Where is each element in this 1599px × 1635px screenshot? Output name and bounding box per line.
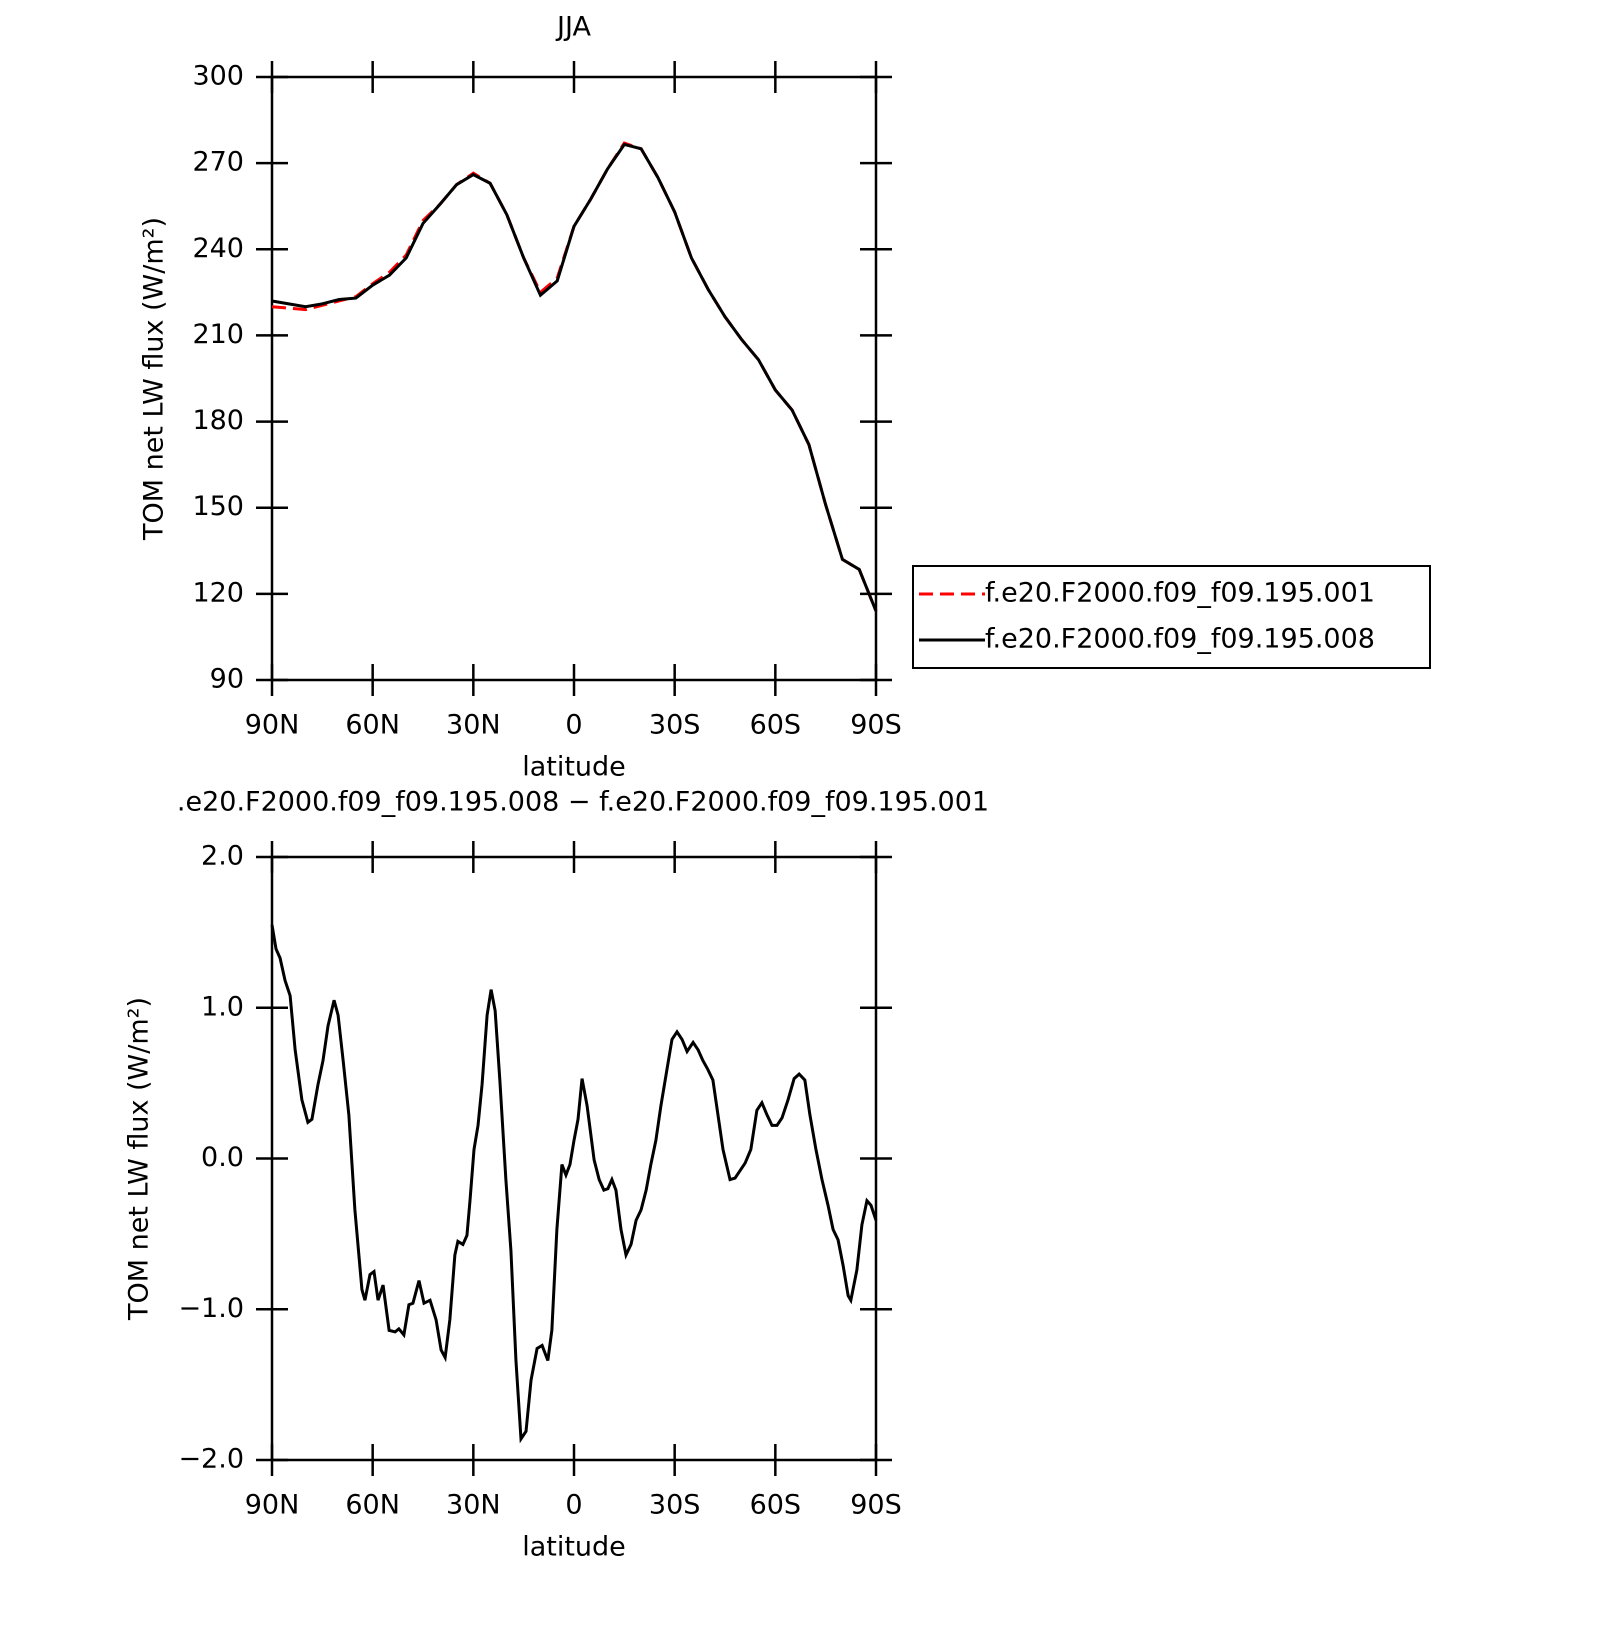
x-tick-label: 90N: [245, 1490, 300, 1521]
x-tick-label: 60S: [750, 1490, 802, 1521]
legend-box: [912, 565, 1431, 669]
y-tick-label: 300: [192, 61, 244, 92]
data-line: [271, 142, 878, 612]
x-tick-label: 30S: [649, 1490, 701, 1521]
y-tick-label: 150: [192, 491, 244, 522]
y-tick-label: 120: [192, 577, 244, 608]
y-tick-label: 270: [192, 147, 244, 178]
chart-title: JJA: [555, 12, 591, 43]
y-tick-label: 90: [210, 664, 244, 695]
legend-label: f.e20.F2000.f09_f09.195.008: [985, 624, 1375, 655]
x-axis-label: latitude: [522, 1532, 626, 1563]
y-tick-label: 180: [192, 405, 244, 436]
y-tick-label: 0.0: [201, 1142, 244, 1173]
y-tick-label: −2.0: [178, 1444, 244, 1475]
x-tick-label: 0: [565, 1490, 582, 1521]
chart-title: .e20.F2000.f09_f09.195.008 − f.e20.F2000…: [177, 787, 989, 818]
legend-label: f.e20.F2000.f09_f09.195.001: [985, 578, 1375, 609]
y-tick-label: 2.0: [201, 841, 244, 872]
x-axis-label: latitude: [522, 752, 626, 783]
y-tick-label: 240: [192, 233, 244, 264]
x-tick-label: 30S: [649, 710, 701, 741]
x-tick-label: 90N: [245, 710, 300, 741]
x-tick-label: 30N: [446, 1490, 501, 1521]
x-tick-label: 90S: [850, 710, 902, 741]
y-tick-label: −1.0: [178, 1293, 244, 1324]
x-tick-label: 0: [565, 710, 582, 741]
x-tick-label: 60N: [345, 1490, 400, 1521]
x-tick-label: 60S: [750, 710, 802, 741]
x-tick-label: 60N: [345, 710, 400, 741]
x-tick-label: 90S: [850, 1490, 902, 1521]
y-tick-label: 210: [192, 319, 244, 350]
plot-frame: [270, 75, 878, 682]
y-axis-label: TOM net LW flux (W/m²): [124, 997, 155, 1321]
x-tick-label: 30N: [446, 710, 501, 741]
y-axis-label: TOM net LW flux (W/m²): [139, 217, 170, 541]
data-line: [270, 924, 878, 1444]
y-tick-label: 1.0: [201, 991, 244, 1022]
plot-frame: [270, 855, 878, 1462]
